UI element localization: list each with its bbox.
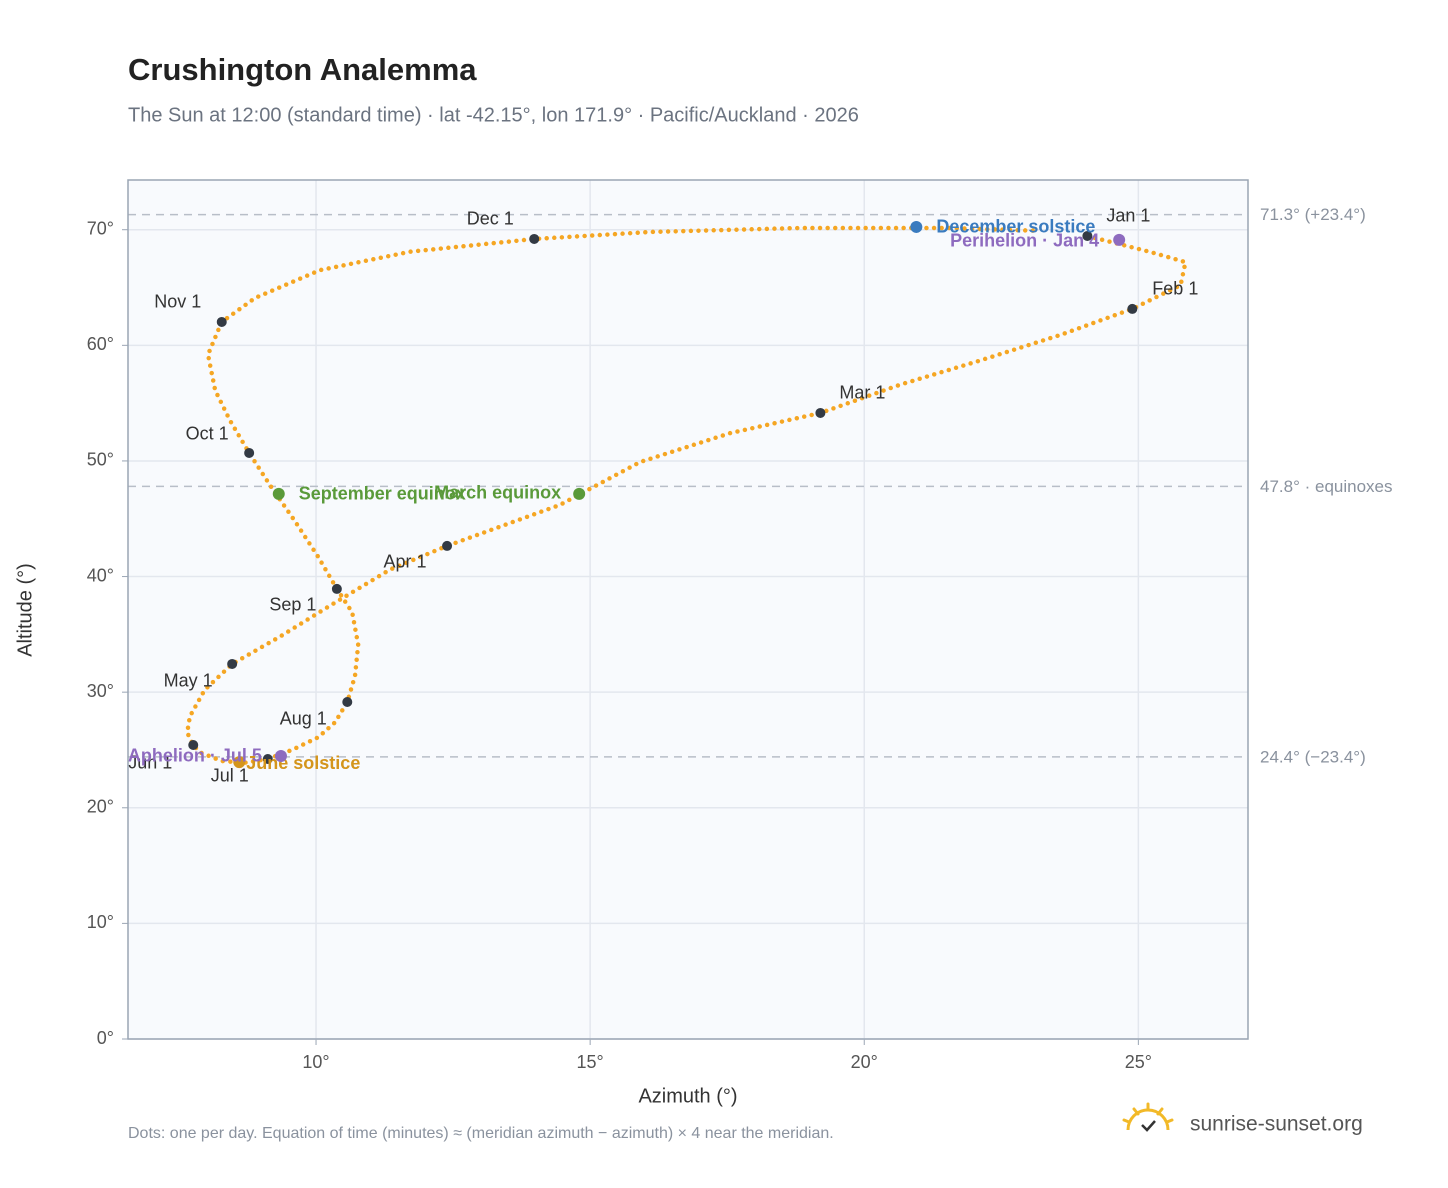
month-marker xyxy=(331,583,342,594)
chart-subtitle: The Sun at 12:00 (standard time) · lat -… xyxy=(128,104,859,126)
month-marker xyxy=(342,696,353,707)
y-tick-label: 60° xyxy=(87,334,114,354)
month-label: Jun 1 xyxy=(128,753,172,773)
month-label: Jan 1 xyxy=(1106,206,1150,226)
y-tick-label: 40° xyxy=(87,565,114,585)
reference-label: 24.4° (−23.4°) xyxy=(1260,747,1366,766)
x-tick-label: 25° xyxy=(1125,1052,1152,1072)
y-tick-label: 0° xyxy=(97,1028,114,1048)
month-marker xyxy=(244,447,255,458)
month-label: Nov 1 xyxy=(154,292,201,312)
y-tick-label: 30° xyxy=(87,681,114,701)
month-label: May 1 xyxy=(164,671,213,691)
month-marker xyxy=(442,540,453,551)
event-marker xyxy=(233,756,246,769)
month-marker xyxy=(262,753,273,764)
marks: Jan 1 Feb 1 Mar 1 Apr 1 May 1 Jun 1 Jul 1 Aug 1… xyxy=(128,206,1198,786)
month-marker xyxy=(227,658,238,669)
grid xyxy=(122,180,1248,1045)
month-marker xyxy=(529,233,540,244)
event-marker xyxy=(1113,233,1126,246)
brand-logo xyxy=(1122,1102,1174,1132)
y-tick-label: 20° xyxy=(87,797,114,817)
event-marker xyxy=(274,749,287,762)
month-label: Oct 1 xyxy=(186,424,229,444)
event-marker xyxy=(910,220,923,233)
event-label: December solstice xyxy=(936,217,1095,237)
reference-label: 47.8° · equinoxes xyxy=(1260,477,1393,496)
y-tick-label: 70° xyxy=(87,218,114,238)
month-marker xyxy=(1082,230,1093,241)
x-tick-label: 15° xyxy=(577,1052,604,1072)
footnote: Dots: one per day. Equation of time (min… xyxy=(128,1125,834,1142)
event-label: September equinox xyxy=(299,484,466,504)
month-label: Aug 1 xyxy=(280,709,327,729)
month-label: Jul 1 xyxy=(211,766,249,786)
event-label: March equinox xyxy=(434,483,561,503)
month-label: Apr 1 xyxy=(384,552,427,572)
month-marker xyxy=(188,739,199,750)
x-tick-label: 10° xyxy=(302,1052,329,1072)
event-label: Aphelion · Jul 5 xyxy=(128,746,262,766)
x-tick-label: 20° xyxy=(851,1052,878,1072)
event-label: Perihelion · Jan 4 xyxy=(950,231,1099,251)
chart-title: Crushington Analemma xyxy=(128,52,477,87)
plot-area xyxy=(128,180,1248,1039)
y-axis-label: Altitude (°) xyxy=(14,563,36,657)
event-marker xyxy=(573,487,586,500)
event-marker xyxy=(272,487,285,500)
month-marker xyxy=(216,316,227,327)
month-marker xyxy=(1127,303,1138,314)
month-label: Mar 1 xyxy=(839,383,885,403)
brand-name: sunrise-sunset.org xyxy=(1190,1113,1363,1136)
y-tick-label: 50° xyxy=(87,450,114,470)
plot-frame xyxy=(127,179,1249,1040)
month-marker xyxy=(815,407,826,418)
x-axis-label: Azimuth (°) xyxy=(638,1085,737,1107)
month-label: Sep 1 xyxy=(269,595,316,615)
y-tick-label: 10° xyxy=(87,912,114,932)
event-label: June solstice xyxy=(246,753,360,773)
month-label: Dec 1 xyxy=(467,209,514,229)
reference-label: 71.3° (+23.4°) xyxy=(1260,205,1366,224)
month-label: Feb 1 xyxy=(1152,279,1198,299)
